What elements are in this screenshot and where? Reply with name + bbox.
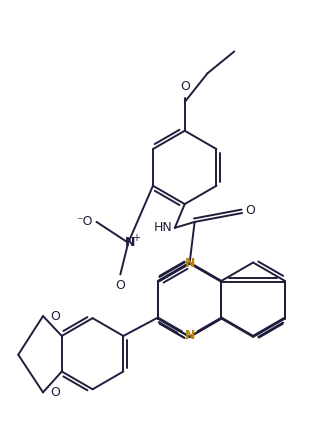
Text: O: O [50, 386, 60, 399]
Text: +: + [132, 233, 140, 243]
Text: HN: HN [154, 221, 172, 234]
Text: N: N [125, 236, 135, 249]
Text: N: N [184, 329, 195, 342]
Text: O: O [50, 310, 60, 323]
Text: ⁻O: ⁻O [76, 215, 93, 229]
Text: N: N [184, 257, 195, 270]
Text: O: O [245, 204, 255, 217]
Text: O: O [115, 279, 125, 293]
Text: O: O [180, 80, 190, 93]
